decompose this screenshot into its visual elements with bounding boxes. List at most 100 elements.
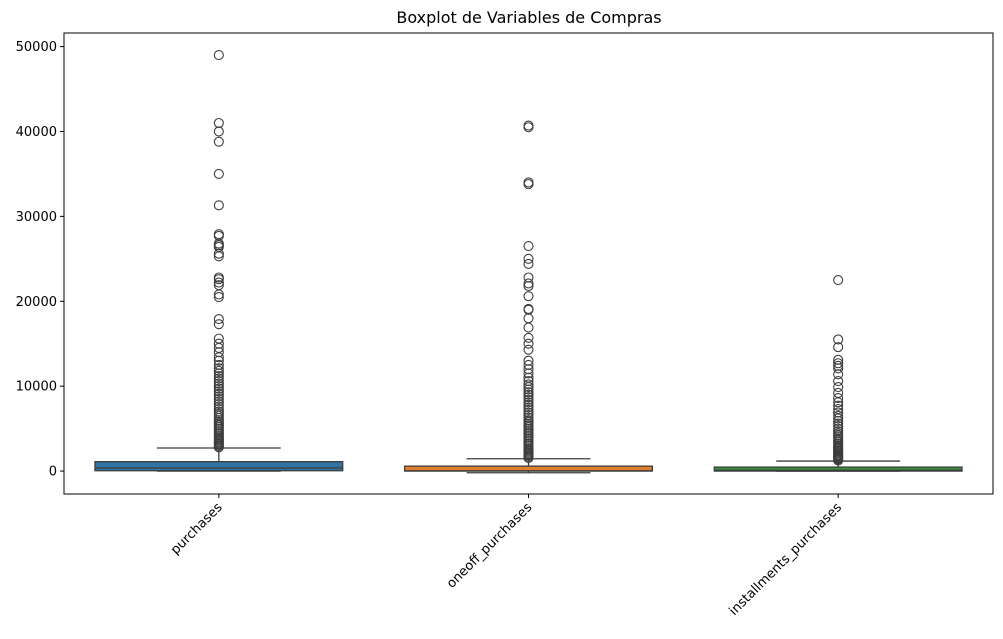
outlier-point: [213, 319, 224, 330]
outlier-point: [523, 313, 534, 324]
outlier-point: [523, 303, 534, 314]
y-tick-label: 10000: [16, 380, 57, 395]
y-tick-label: 20000: [16, 295, 57, 310]
outlier-point: [213, 126, 224, 137]
outlier-point: [523, 379, 534, 390]
outlier-point: [213, 401, 224, 412]
y-tick-label: 30000: [16, 210, 57, 225]
outlier-point: [523, 253, 534, 264]
outlier-point: [833, 334, 844, 345]
outlier-point: [523, 412, 534, 423]
outlier-point: [213, 383, 224, 394]
outlier-point: [523, 415, 534, 426]
outlier-point: [833, 381, 844, 393]
outlier-point: [213, 391, 224, 402]
chart-title: Boxplot de Variables de Compras: [396, 8, 661, 27]
outlier-point: [523, 392, 534, 403]
outlier-point: [833, 387, 844, 399]
outlier-point: [523, 177, 534, 188]
outlier-point: [523, 399, 534, 410]
outlier-point: [213, 50, 224, 61]
outlier-point: [213, 373, 224, 384]
outlier-point: [523, 291, 534, 302]
outlier-point: [523, 402, 534, 413]
outlier-point: [833, 358, 844, 369]
outlier-point: [213, 404, 224, 415]
outlier-point: [833, 275, 844, 286]
y-tick-label: 0: [49, 465, 57, 480]
outlier-point: [213, 370, 224, 382]
outlier-point: [523, 322, 534, 333]
outlier-point: [833, 376, 844, 387]
outlier-point: [523, 272, 534, 283]
outlier-point: [523, 397, 534, 408]
outlier-point: [523, 344, 534, 355]
outlier-point: [833, 342, 844, 353]
outlier-point: [213, 333, 224, 344]
outlier-point: [213, 338, 224, 349]
outlier-point: [213, 359, 224, 371]
outlier-point: [833, 410, 844, 421]
outlier-point: [833, 354, 844, 365]
y-axis: 0 10000 20000 30000 40000 50000: [16, 40, 64, 480]
outlier-point: [833, 423, 844, 434]
outlier-point: [833, 418, 844, 429]
outlier-point: [213, 117, 224, 129]
x-tick-label: oneoff_purchases: [444, 500, 535, 591]
outlier-point: [213, 388, 224, 399]
outlier-point: [523, 359, 534, 371]
outlier-point: [523, 404, 534, 416]
x-axis: purchases oneoff_purchases installments_pu…: [168, 494, 845, 619]
outlier-point: [213, 277, 224, 288]
outlier-point: [213, 381, 224, 392]
outlier-point: [213, 280, 224, 291]
outlier-point: [523, 409, 534, 421]
box-group-oneoff_purchases: [403, 120, 654, 474]
x-tick-label: purchases: [168, 500, 226, 558]
outlier-point: [523, 389, 534, 400]
outlier-point: [833, 360, 844, 371]
outlier-point: [833, 421, 844, 432]
outlier-point: [833, 407, 844, 418]
outlier-point: [523, 407, 534, 418]
outlier-point: [523, 387, 534, 398]
outlier-point: [213, 272, 224, 283]
box-group-purchases: [94, 50, 344, 472]
outlier-point: [523, 394, 534, 405]
outlier-point: [213, 378, 224, 389]
outlier-point: [213, 136, 224, 147]
outlier-point: [523, 338, 534, 349]
box-installments_purchases: [713, 466, 963, 472]
outlier-point: [213, 396, 224, 407]
outlier-point: [523, 278, 534, 289]
outlier-point: [213, 406, 224, 417]
outlier-point: [213, 393, 224, 404]
box-group-installments_purchases: [713, 275, 963, 472]
outlier-point: [213, 363, 224, 374]
outlier-point: [833, 404, 844, 415]
outlier-point: [213, 200, 224, 211]
outlier-point: [833, 400, 844, 411]
outlier-point: [523, 241, 534, 252]
outlier-point: [833, 426, 844, 437]
y-tick-label: 40000: [16, 125, 57, 140]
outlier-point: [213, 314, 224, 325]
outlier-point: [213, 386, 224, 397]
box-purchases: [94, 461, 344, 472]
outlier-point: [213, 168, 224, 179]
outlier-point: [523, 120, 534, 131]
outlier-point: [213, 229, 224, 240]
outlier-point: [523, 258, 534, 269]
outlier-point: [213, 376, 224, 387]
plot-area: [94, 50, 963, 474]
outlier-point: [213, 291, 224, 303]
outlier-point: [833, 393, 844, 404]
axes-frame: [63, 32, 994, 495]
y-tick-label: 50000: [16, 40, 57, 55]
outlier-point: [523, 376, 534, 387]
outlier-point: [213, 398, 224, 410]
outlier-point: [213, 365, 224, 376]
outlier-point: [523, 332, 534, 343]
outlier-point: [523, 355, 534, 366]
